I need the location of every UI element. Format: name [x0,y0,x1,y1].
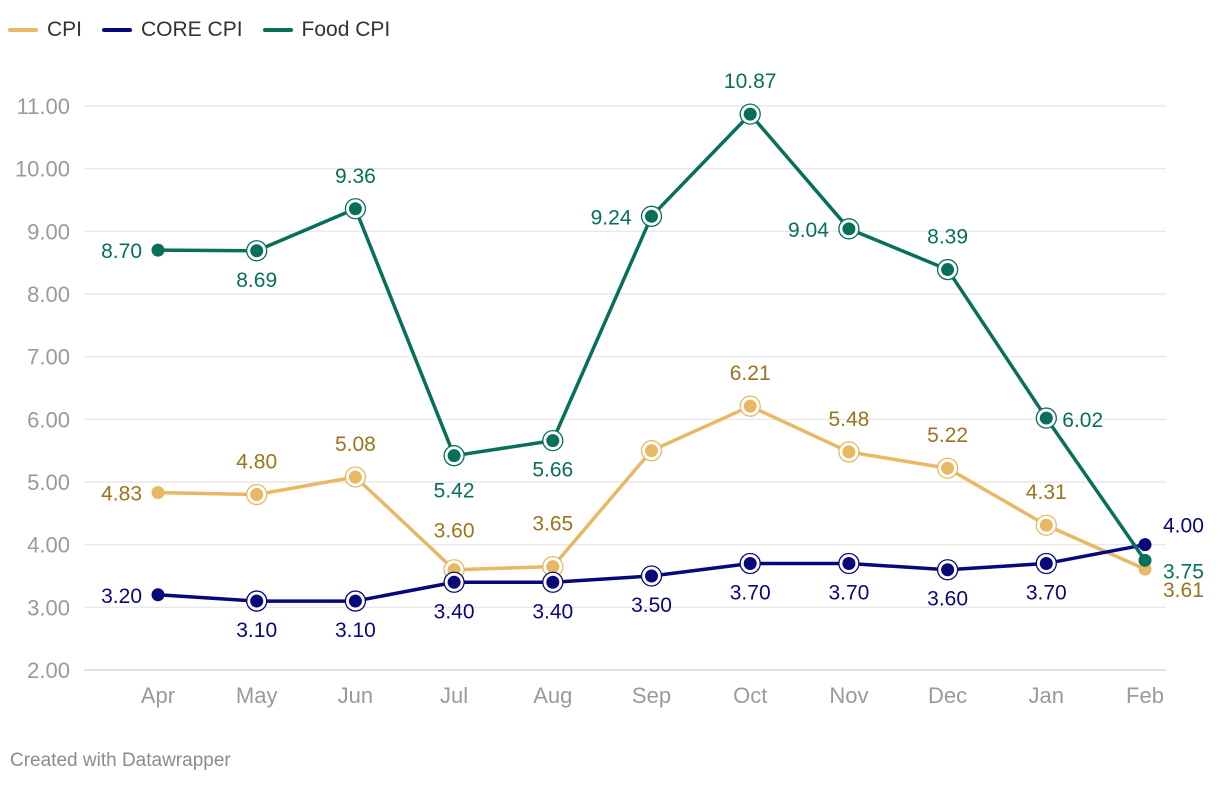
data-point-core-cpi [250,594,264,608]
data-point-cpi [546,560,560,574]
x-tick-label: Nov [829,683,868,708]
data-point-cpi [348,470,362,484]
x-tick-label: Sep [632,683,671,708]
data-label-food-cpi: 5.66 [532,459,573,482]
data-label-cpi: 6.21 [730,362,771,385]
data-label-core-cpi: 4.00 [1163,515,1204,538]
data-point-cpi [645,444,658,458]
data-point-cpi [842,445,856,459]
data-label-food-cpi: 8.69 [236,269,277,292]
data-label-core-cpi: 3.40 [434,600,475,623]
data-label-food-cpi: 9.24 [591,206,632,229]
x-tick-label: Apr [141,683,175,708]
data-label-food-cpi: 3.75 [1163,560,1204,583]
data-point-core-cpi [842,556,856,570]
data-point-food-cpi [546,434,560,448]
legend-label-core-cpi: CORE CPI [141,18,243,41]
data-label-food-cpi: 8.70 [101,240,142,263]
x-tick-label: Oct [733,683,767,708]
y-tick-label: 9.00 [27,219,70,244]
data-label-core-cpi: 3.10 [236,619,277,642]
data-point-food-cpi [348,202,362,216]
data-point-cpi [743,399,757,413]
data-label-core-cpi: 3.20 [101,585,142,608]
legend-swatch-food-cpi [262,28,293,32]
data-point-core-cpi [645,569,658,583]
data-label-cpi: 5.48 [828,408,869,431]
legend-swatch-cpi [8,28,38,32]
data-label-core-cpi: 3.70 [1026,581,1067,604]
data-point-core-cpi [546,575,560,589]
x-tick-label: May [236,683,278,708]
data-label-cpi: 4.83 [101,483,142,506]
y-tick-label: 10.00 [15,157,70,182]
legend: CPI CORE CPI Food CPI [8,16,390,44]
y-tick-label: 5.00 [27,470,70,495]
data-label-cpi: 3.60 [434,520,475,543]
data-label-cpi: 3.65 [532,513,573,536]
data-point-cpi [151,486,165,500]
legend-item-cpi[interactable]: CPI [8,18,82,42]
data-point-cpi [250,488,264,502]
data-point-food-cpi [151,243,165,257]
data-label-food-cpi: 9.04 [788,219,829,242]
legend-label-cpi: CPI [47,18,83,41]
y-tick-label: 2.00 [27,658,70,683]
footer-credit: Created with Datawrapper [10,750,231,771]
data-label-cpi: 3.61 [1163,579,1204,602]
y-tick-label: 3.00 [27,595,70,620]
series-line-food-cpi [156,112,1147,563]
legend-item-core-cpi[interactable]: CORE CPI [102,18,243,42]
y-tick-label: 4.00 [27,533,70,558]
x-tick-label: Dec [928,683,967,708]
data-point-core-cpi [447,575,461,589]
data-label-food-cpi: 6.02 [1062,409,1103,432]
data-label-food-cpi: 8.39 [927,226,968,249]
x-tick-label: Jul [440,683,468,708]
data-label-core-cpi: 3.50 [631,594,672,617]
data-label-food-cpi: 10.87 [724,70,777,93]
data-label-core-cpi: 3.60 [927,588,968,611]
data-label-core-cpi: 3.70 [828,581,869,604]
data-point-food-cpi [645,209,658,223]
data-point-core-cpi [941,563,955,577]
data-point-food-cpi [1039,411,1053,425]
data-label-cpi: 4.31 [1026,481,1067,504]
data-label-food-cpi: 9.36 [335,165,376,188]
data-label-cpi: 5.08 [335,433,376,456]
x-tick-label: Jun [338,683,373,708]
x-tick-label: Feb [1126,683,1164,708]
x-tick-label: Jan [1029,683,1064,708]
data-label-core-cpi: 3.70 [730,581,771,604]
data-label-cpi: 4.80 [236,451,277,474]
y-tick-label: 7.00 [27,345,70,370]
data-label-food-cpi: 5.42 [434,480,475,503]
data-label-core-cpi: 3.10 [335,619,376,642]
data-point-core-cpi [1039,556,1053,570]
y-tick-label: 11.00 [17,94,70,119]
data-point-food-cpi [941,263,955,277]
legend-item-food-cpi[interactable]: Food CPI [262,18,391,42]
data-point-core-cpi [743,556,757,570]
data-label-core-cpi: 3.40 [532,600,573,623]
y-tick-label: 8.00 [27,282,70,307]
data-point-core-cpi [1138,538,1152,552]
data-point-food-cpi [743,107,757,121]
data-point-cpi [1039,518,1053,532]
data-point-food-cpi [842,222,856,236]
data-point-core-cpi [348,594,362,608]
data-point-food-cpi [1138,553,1152,567]
y-tick-label: 6.00 [27,407,70,432]
legend-swatch-core-cpi [102,28,133,32]
x-tick-label: Aug [533,683,572,708]
data-point-core-cpi [151,588,165,602]
legend-label-food-cpi: Food CPI [301,18,391,41]
data-point-food-cpi [447,449,461,463]
data-label-cpi: 5.22 [927,424,968,447]
data-point-food-cpi [250,244,264,258]
data-point-cpi [941,461,955,475]
